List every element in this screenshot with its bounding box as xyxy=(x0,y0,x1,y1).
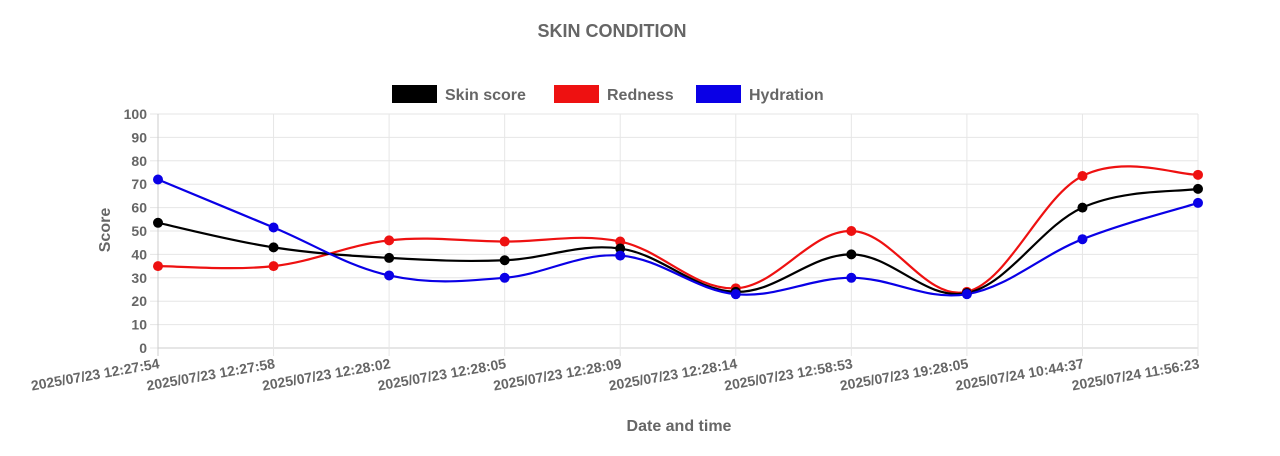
data-point-skin-score xyxy=(846,249,857,260)
y-tick-label: 80 xyxy=(131,153,147,169)
data-point-redness xyxy=(846,226,857,236)
x-tick-label: 2025/07/23 12:28:14 xyxy=(607,355,738,393)
y-tick-label: 50 xyxy=(131,223,147,239)
data-point-skin-score xyxy=(1193,183,1203,194)
legend-label: Hydration xyxy=(749,87,824,104)
y-tick-label: 0 xyxy=(139,340,147,356)
series-line-hydration xyxy=(157,178,1199,297)
series-points xyxy=(153,169,1203,300)
legend-item-skin-score[interactable]: Skin score xyxy=(392,85,526,104)
legend-label: Redness xyxy=(607,87,674,104)
data-point-redness xyxy=(615,236,626,247)
y-tick-label: 100 xyxy=(124,106,148,122)
data-point-skin-score xyxy=(384,252,395,263)
x-tick-label: 2025/07/23 12:28:05 xyxy=(376,355,507,393)
x-tick-label: 2025/07/23 12:27:54 xyxy=(30,355,161,393)
series-line-skin-score xyxy=(157,187,1199,296)
x-axis-title: Date and time xyxy=(627,418,732,435)
legend-swatch xyxy=(392,85,437,103)
x-tick-label: 2025/07/23 19:28:05 xyxy=(839,355,970,393)
data-point-hydration xyxy=(615,250,626,261)
data-point-skin-score xyxy=(499,255,510,266)
x-tick-label: 2025/07/23 12:28:02 xyxy=(261,355,392,393)
y-tick-label: 20 xyxy=(131,293,147,309)
y-axis-title: Score xyxy=(97,208,114,253)
legend-swatch xyxy=(696,85,741,103)
series-line-redness xyxy=(157,165,1199,294)
data-point-hydration xyxy=(961,289,972,300)
data-point-hydration xyxy=(268,222,279,233)
x-tick-label: 2025/07/24 11:56:23 xyxy=(1070,355,1200,393)
data-point-redness xyxy=(268,261,279,272)
data-point-redness xyxy=(499,236,510,247)
x-tick-label: 2025/07/24 10:44:37 xyxy=(954,355,1085,393)
y-tick-label: 60 xyxy=(131,200,147,216)
y-tick-label: 90 xyxy=(131,129,147,145)
grid xyxy=(150,113,1199,356)
y-axis-ticks: 0 10 20 30 40 50 60 70 80 90 100 xyxy=(124,106,148,356)
legend-swatch xyxy=(554,85,599,103)
data-point-skin-score xyxy=(615,243,626,254)
data-point-skin-score xyxy=(268,242,279,253)
data-point-hydration xyxy=(1193,197,1203,208)
data-point-redness xyxy=(384,235,395,246)
legend: Skin score Redness Hydration xyxy=(392,85,824,104)
x-tick-label: 2025/07/23 12:27:58 xyxy=(145,355,276,393)
data-point-skin-score xyxy=(1077,202,1088,213)
data-point-redness xyxy=(1077,171,1088,182)
y-tick-label: 70 xyxy=(131,176,147,192)
series-lines xyxy=(157,165,1199,297)
x-tick-label: 2025/07/23 12:28:09 xyxy=(492,355,623,393)
y-tick-label: 40 xyxy=(131,246,147,262)
y-tick-label: 10 xyxy=(131,317,147,333)
data-point-hydration xyxy=(153,174,163,185)
data-point-hydration xyxy=(846,272,857,283)
data-point-hydration xyxy=(499,272,510,283)
data-point-skin-score xyxy=(153,217,163,228)
data-point-hydration xyxy=(384,270,395,281)
y-tick-label: 30 xyxy=(131,270,147,286)
data-point-redness xyxy=(153,261,163,272)
legend-item-redness[interactable]: Redness xyxy=(554,85,674,104)
x-tick-label: 2025/07/23 12:58:53 xyxy=(723,355,854,393)
chart-title: SKIN CONDITION xyxy=(537,21,686,41)
data-point-redness xyxy=(1193,169,1203,180)
data-point-hydration xyxy=(730,289,741,300)
legend-label: Skin score xyxy=(445,87,526,104)
data-point-hydration xyxy=(1077,234,1088,245)
legend-item-hydration[interactable]: Hydration xyxy=(696,85,824,104)
